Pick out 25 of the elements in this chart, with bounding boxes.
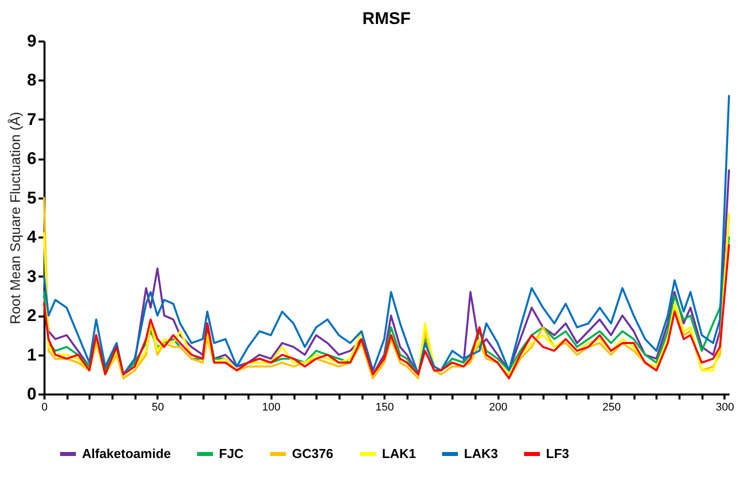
- y-tick-label: 6: [27, 149, 36, 168]
- legend-label: Alfaketoamide: [82, 446, 171, 461]
- legend-label: GC376: [292, 446, 334, 461]
- legend-label: LAK3: [464, 446, 498, 461]
- x-tick-label: 200: [488, 402, 508, 414]
- legend-label: FJC: [219, 446, 244, 461]
- x-tick-label: 0: [41, 402, 48, 414]
- legend-label: LAK1: [382, 446, 416, 461]
- y-tick-label: 5: [27, 188, 36, 208]
- y-tick-label: 1: [27, 345, 36, 364]
- y-axis-title: Root Mean Square Fluctuation (Å): [7, 112, 24, 324]
- y-tick-label: 3: [27, 266, 36, 286]
- y-tick-label: 8: [27, 70, 36, 90]
- x-tick-label: 50: [152, 402, 164, 414]
- y-tick-label: 4: [27, 228, 38, 247]
- chart-title: RMSF: [362, 9, 411, 28]
- y-tick-label: 9: [27, 32, 36, 50]
- x-tick-label: 150: [376, 402, 394, 414]
- y-tick-label: 7: [27, 110, 36, 129]
- line-series: [43, 94, 730, 376]
- x-tick-label: 300: [716, 402, 734, 414]
- legend-label: LF3: [546, 446, 570, 461]
- y-tick-label: 2: [27, 306, 36, 326]
- x-tick-label: 250: [602, 402, 621, 414]
- x-tick-label: 100: [262, 402, 280, 414]
